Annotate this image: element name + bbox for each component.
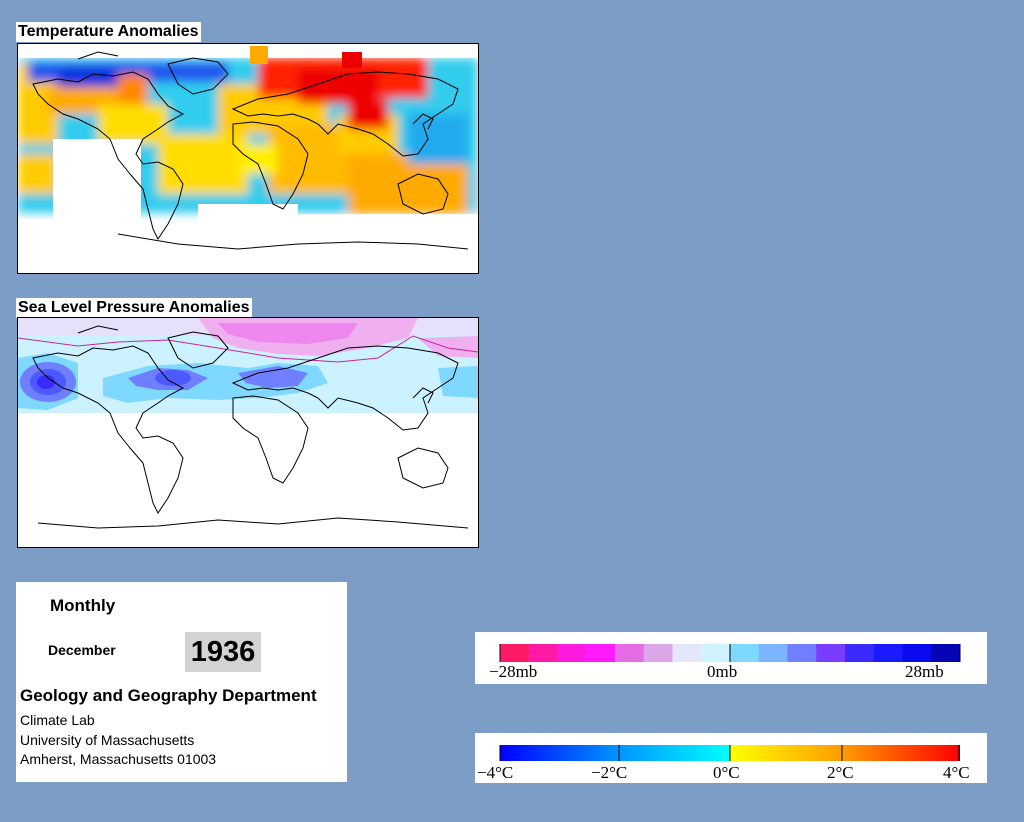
pressure-swatch xyxy=(643,644,673,662)
pressure-map-title: Sea Level Pressure Anomalies xyxy=(16,298,252,318)
coastline-outlines xyxy=(32,325,469,529)
pressure-swatch xyxy=(500,644,530,662)
period-label: Monthly xyxy=(50,596,116,615)
temperature-field xyxy=(18,58,478,214)
pressure-swatch xyxy=(586,644,616,662)
pressure-swatch xyxy=(845,644,875,662)
temperature-legend-label-zero: 0°C xyxy=(713,763,740,782)
month-label: December xyxy=(48,642,116,658)
temperature-legend-label-minus4: −4°C xyxy=(477,763,513,782)
pressure-swatch xyxy=(528,644,558,662)
pressure-legend-label-min: −28mb xyxy=(489,662,537,681)
pressure-swatch xyxy=(701,644,731,662)
university-name: University of Massachusetts xyxy=(20,732,195,748)
temperature-legend-label-plus2: 2°C xyxy=(827,763,854,782)
pressure-swatch xyxy=(816,644,846,662)
info-panel: Monthly December 1936 Geology and Geogra… xyxy=(16,582,347,782)
pressure-legend-label-zero: 0mb xyxy=(707,662,737,681)
pressure-swatch xyxy=(758,644,788,662)
pressure-swatch xyxy=(931,644,961,662)
pressure-swatch xyxy=(557,644,587,662)
temperature-anomaly-map xyxy=(17,43,479,274)
temperature-legend-label-minus2: −2°C xyxy=(591,763,627,782)
pressure-field xyxy=(18,318,478,547)
temperature-legend-label-plus4: 4°C xyxy=(943,763,970,782)
pressure-swatch xyxy=(787,644,817,662)
pressure-swatch xyxy=(730,644,760,662)
pressure-color-scale xyxy=(499,644,961,662)
pressure-swatch xyxy=(672,644,702,662)
temperature-color-legend: −4°C −2°C 0°C 2°C 4°C xyxy=(475,733,987,783)
temperature-map-title: Temperature Anomalies xyxy=(16,22,201,42)
address-line: Amherst, Massachusetts 01003 xyxy=(20,751,217,767)
lab-name: Climate Lab xyxy=(20,712,95,728)
department-name: Geology and Geography Department xyxy=(20,686,317,705)
pressure-swatch xyxy=(902,644,932,662)
pressure-swatch xyxy=(873,644,903,662)
coastline-outlines xyxy=(32,51,469,250)
pressure-swatch xyxy=(615,644,645,662)
pressure-color-legend: −28mb 0mb 28mb xyxy=(475,632,987,684)
year-display: 1936 xyxy=(185,632,261,672)
pressure-legend-label-max: 28mb xyxy=(905,662,944,681)
pressure-anomaly-map xyxy=(17,317,479,548)
